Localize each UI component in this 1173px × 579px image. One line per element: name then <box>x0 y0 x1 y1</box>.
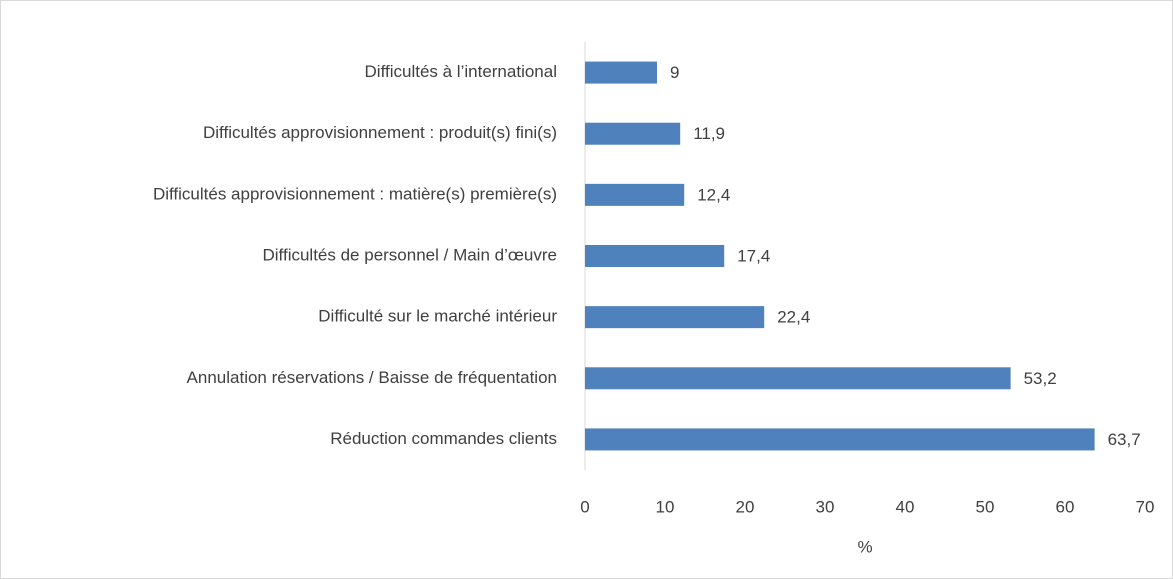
bar <box>585 306 765 329</box>
data-label: 11,9 <box>693 124 725 143</box>
y-tick-label: Réduction commandes clients <box>330 429 557 448</box>
y-tick-label: Difficultés approvisionnement : produit(… <box>203 123 557 142</box>
bar <box>585 61 657 84</box>
data-label: 53,2 <box>1024 369 1057 388</box>
data-label: 22,4 <box>777 308 810 327</box>
data-label: 17,4 <box>737 246 770 265</box>
data-label: 12,4 <box>697 185 730 204</box>
data-label: 63,7 <box>1108 430 1141 449</box>
bar <box>585 122 681 145</box>
x-tick-label: 10 <box>656 497 675 516</box>
bar <box>585 183 685 206</box>
y-tick-label: Difficultés à l’international <box>365 62 557 81</box>
bar <box>585 245 725 267</box>
data-label: 9 <box>670 63 679 82</box>
y-tick-label: Annulation réservations / Baisse de fréq… <box>187 368 557 387</box>
x-tick-label: 30 <box>816 497 835 516</box>
x-tick-label: 20 <box>736 497 755 516</box>
x-tick-label: 60 <box>1056 497 1075 516</box>
x-tick-label: 0 <box>580 497 589 516</box>
y-tick-label: Difficultés de personnel / Main d’œuvre <box>263 245 558 264</box>
bar <box>585 367 1011 390</box>
x-tick-label: 50 <box>976 497 995 516</box>
bar <box>585 428 1095 451</box>
x-tick-label: 40 <box>896 497 915 516</box>
y-tick-label: Difficultés approvisionnement : matière(… <box>153 184 557 203</box>
x-axis-label: % <box>857 537 872 556</box>
x-tick-label: 70 <box>1136 497 1155 516</box>
y-tick-label: Difficulté sur le marché intérieur <box>318 307 557 326</box>
